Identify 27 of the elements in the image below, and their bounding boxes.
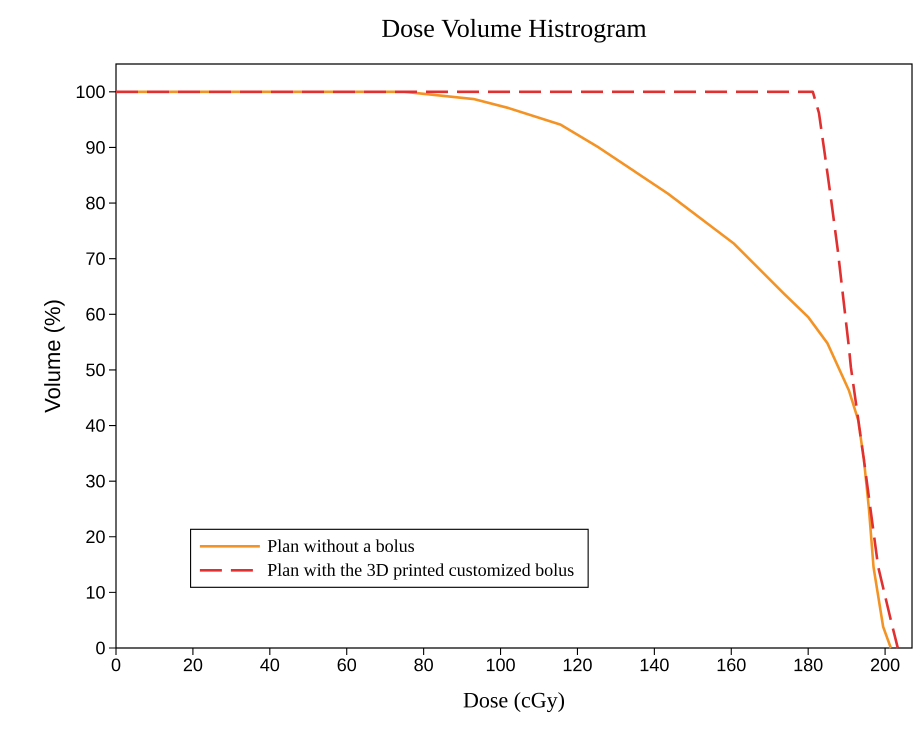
y-tick-label: 10 bbox=[86, 586, 105, 599]
legend-label: Plan without a bolus bbox=[268, 539, 414, 552]
y-tick-label: 20 bbox=[86, 530, 105, 544]
x-tick-label: 200 bbox=[870, 658, 900, 672]
y-tick-label: 100 bbox=[76, 85, 105, 98]
y-tick-label: 90 bbox=[86, 141, 105, 154]
x-tick-label: 120 bbox=[564, 658, 592, 672]
x-tick-label: 180 bbox=[794, 658, 822, 672]
y-tick-label: 60 bbox=[86, 308, 105, 321]
y-tick-label: 70 bbox=[86, 252, 105, 266]
x-tick-label: 80 bbox=[414, 658, 433, 672]
x-tick-label: 140 bbox=[640, 658, 669, 672]
x-tick-label: 160 bbox=[718, 658, 746, 672]
y-tick-label: 30 bbox=[86, 474, 105, 488]
y-tick-label: 0 bbox=[96, 642, 105, 654]
y-tick-label: 50 bbox=[86, 364, 105, 376]
x-axis-title: Dose (cGy) bbox=[464, 692, 564, 712]
y-axis-title: Volume (%) bbox=[44, 300, 65, 413]
y-tick-label: 80 bbox=[86, 196, 105, 210]
y-tick-label: 40 bbox=[86, 419, 105, 432]
x-tick-label: 0 bbox=[112, 658, 120, 672]
x-tick-label: 20 bbox=[184, 658, 202, 672]
x-tick-label: 40 bbox=[260, 658, 280, 672]
x-tick-label: 60 bbox=[338, 658, 356, 672]
x-tick-label: 100 bbox=[486, 658, 515, 672]
chart-title: Dose Volume Histrogram bbox=[382, 18, 646, 42]
legend-label: Plan with the 3D printed customized bolus bbox=[268, 563, 574, 580]
